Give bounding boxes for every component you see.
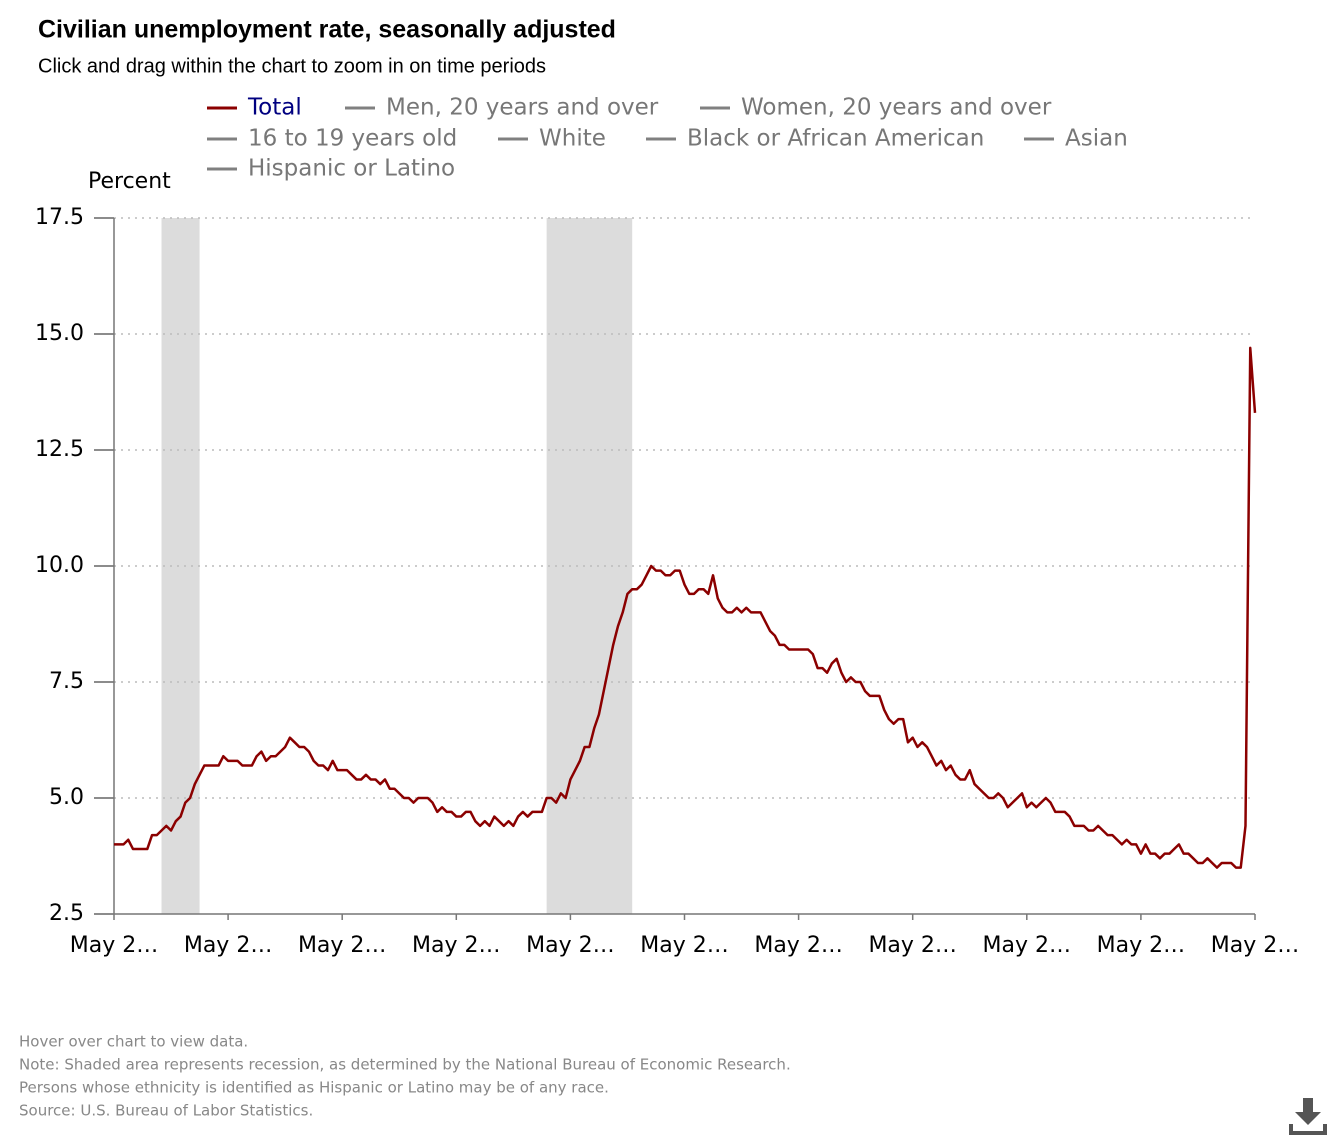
footnote: Hover over chart to view data.	[19, 1033, 248, 1051]
legend-label: White	[539, 126, 606, 152]
legend-item[interactable]: Women, 20 years and over	[700, 95, 1052, 121]
chart-title: Civilian unemployment rate, seasonally a…	[38, 16, 616, 44]
series-line	[114, 346, 1257, 869]
chart-subtitle: Click and drag within the chart to zoom …	[38, 55, 546, 77]
x-tick-label: May 2…	[1097, 933, 1185, 958]
footnote: Note: Shaded area represents recession, …	[19, 1056, 791, 1074]
download-button[interactable]	[1289, 1098, 1327, 1138]
legend-item[interactable]: Hispanic or Latino	[207, 156, 455, 182]
x-tick-label: May 2…	[412, 933, 500, 958]
legend-label: Asian	[1065, 126, 1128, 152]
footnote: Persons whose ethnicity is identified as…	[19, 1079, 609, 1097]
y-tick-label: 12.5	[35, 437, 84, 462]
x-tick-label: May 2…	[1211, 933, 1299, 958]
legend-item[interactable]: Asian	[1024, 126, 1128, 152]
y-tick-label: 7.5	[49, 669, 84, 694]
y-tick-label: 5.0	[49, 785, 84, 810]
legend-label: Men, 20 years and over	[386, 95, 659, 121]
footnote: Source: U.S. Bureau of Labor Statistics.	[19, 1102, 313, 1120]
download-arrow	[1295, 1098, 1321, 1125]
x-tick-label: May 2…	[526, 933, 614, 958]
legend-item[interactable]: White	[498, 126, 606, 152]
x-tick-label: May 2…	[184, 933, 272, 958]
x-tick-label: May 2…	[298, 933, 386, 958]
y-tick-label: 17.5	[35, 205, 84, 230]
y-tick-label: 15.0	[35, 321, 84, 346]
x-tick-label: May 2…	[70, 933, 158, 958]
recession-band	[546, 218, 633, 914]
legend-item[interactable]: Total	[207, 95, 302, 121]
legend-label: Hispanic or Latino	[248, 156, 455, 182]
legend-item[interactable]: Men, 20 years and over	[345, 95, 659, 121]
recession-band	[161, 218, 200, 914]
download-tray	[1289, 1124, 1327, 1135]
x-tick-label: May 2…	[868, 933, 956, 958]
legend-label: 16 to 19 years old	[248, 126, 457, 152]
y-tick-label: 10.0	[35, 553, 84, 578]
x-tick-label: May 2…	[983, 933, 1071, 958]
legend-item[interactable]: Black or African American	[646, 126, 984, 152]
legend-item[interactable]: 16 to 19 years old	[207, 126, 457, 152]
legend-label: Women, 20 years and over	[741, 95, 1052, 121]
y-axis-label: Percent	[88, 169, 171, 194]
x-tick-label: May 2…	[640, 933, 728, 958]
x-tick-label: May 2…	[754, 933, 842, 958]
legend-label: Black or African American	[687, 126, 984, 152]
y-tick-label: 2.5	[49, 901, 84, 926]
legend-label: Total	[247, 95, 302, 121]
